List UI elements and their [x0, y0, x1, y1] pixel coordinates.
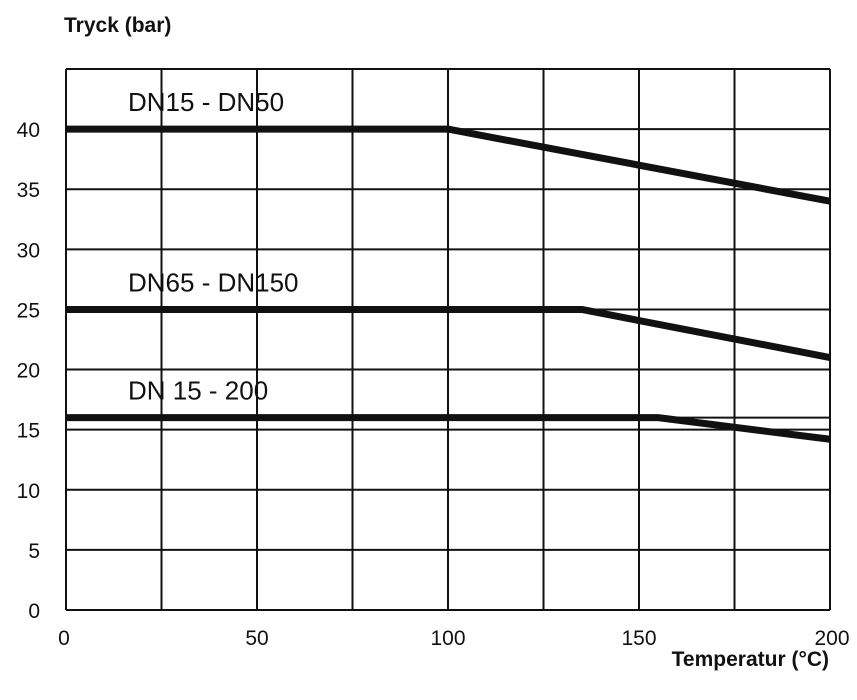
- y-axis-title: Tryck (bar): [64, 14, 172, 37]
- series-label-2: DN65 - DN150: [128, 267, 299, 297]
- y-tick-label: 5: [28, 540, 40, 563]
- y-tick-label: 15: [17, 420, 40, 443]
- series-labels: DN15 - DN50 DN65 - DN150 DN 15 - 200: [128, 87, 299, 406]
- y-tick-label: 35: [17, 179, 40, 202]
- tick-labels: 0 5 10 15 20 25 30 35 40 0 50 100 150 200: [17, 119, 850, 650]
- y-tick-label: 20: [17, 360, 40, 383]
- x-tick-label: 150: [621, 627, 656, 650]
- series-line-1: [66, 125, 831, 205]
- series-label-3: DN 15 - 200: [128, 376, 268, 406]
- series-lines: [66, 125, 831, 443]
- y-tick-label: 10: [17, 480, 40, 503]
- series-line-3: [66, 414, 831, 443]
- series-line-2: [66, 305, 831, 361]
- y-tick-label: 25: [17, 299, 40, 322]
- x-tick-label: 0: [58, 627, 70, 650]
- x-tick-label: 100: [430, 627, 465, 650]
- grid: [65, 68, 831, 611]
- y-tick-label: 0: [28, 600, 40, 623]
- x-tick-label: 50: [245, 627, 268, 650]
- x-axis-title: Temperatur (°C): [671, 648, 829, 671]
- y-tick-label: 30: [17, 239, 40, 262]
- series-label-1: DN15 - DN50: [128, 87, 284, 117]
- x-tick-label: 200: [814, 627, 849, 650]
- y-tick-label: 40: [17, 119, 40, 142]
